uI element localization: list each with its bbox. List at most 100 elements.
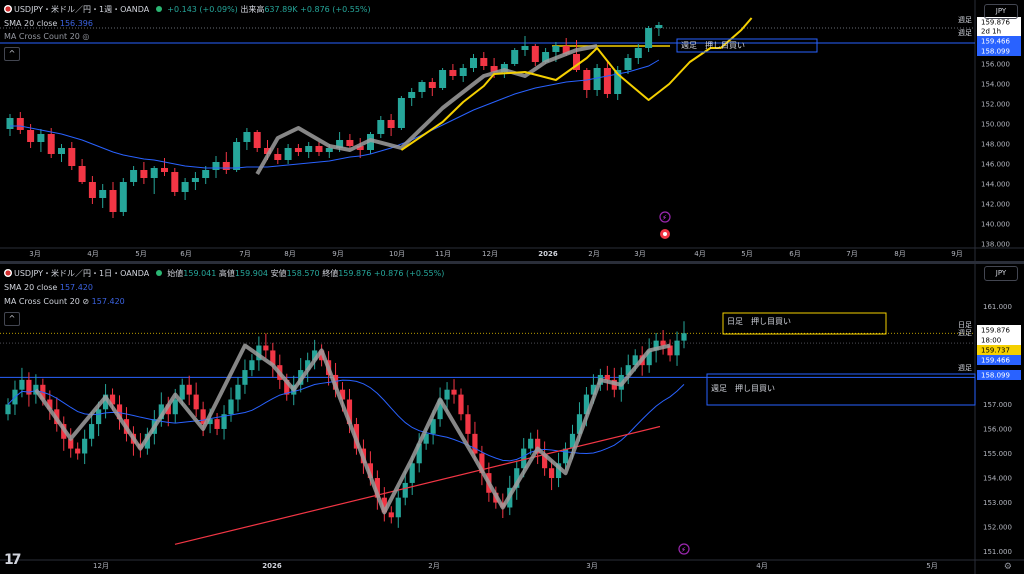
weekly-candle [140, 170, 148, 178]
daily-currency-button[interactable]: JPY [984, 266, 1018, 281]
daily-price-tag-text: 158.099 [981, 372, 1010, 380]
weekly-line-label: 週足 [958, 15, 972, 24]
weekly-price-tick: 156.000 [981, 61, 1010, 69]
daily-candle [284, 379, 290, 395]
weekly-candle [397, 98, 405, 128]
hidden-eye-icon[interactable]: ⊘ [82, 297, 90, 306]
weekly-annotation-text: 週足 押し目買い [681, 40, 745, 50]
daily-price-tick: 153.000 [983, 499, 1012, 507]
weekly-candle [233, 142, 241, 170]
daily-candle [604, 374, 610, 380]
daily-event-lightning-glyph: ⚡ [681, 546, 686, 554]
weekly-time-tick: 3月 [29, 250, 40, 258]
weekly-collapse-legend-button[interactable]: ^ [4, 47, 20, 61]
daily-candle [423, 433, 429, 444]
daily-ma-cross-legend[interactable]: MA Cross Count 20 ⊘ 157.420 [4, 296, 125, 307]
weekly-candle [68, 148, 76, 166]
weekly-time-tick: 8月 [894, 250, 905, 258]
weekly-price-tick: 140.000 [981, 221, 1010, 229]
daily-candle [305, 360, 311, 371]
weekly-candle [161, 168, 168, 172]
daily-price-tick: 155.000 [983, 450, 1012, 458]
weekly-time-tick: 7月 [846, 250, 857, 258]
weekly-candle [274, 154, 282, 160]
weekly-candle [16, 118, 24, 130]
weekly-price-tag-text: 2d 1h [981, 28, 1001, 36]
weekly-event-lightning-icon[interactable] [659, 211, 671, 223]
weekly-time-tick: 8月 [284, 250, 295, 258]
weekly-candle [428, 82, 436, 88]
daily-chart-canvas[interactable]: 161.000 157.000 156.000 155.000 154.000 153.0… [0, 264, 1024, 574]
weekly-time-tick: 9月 [332, 250, 343, 258]
weekly-candle [614, 70, 622, 94]
weekly-candle [222, 162, 230, 170]
daily-annotation-text-weekly: 週足 押し目買い [711, 383, 775, 393]
weekly-chart-pane[interactable]: 156.000 154.000 152.000 150.000 148.000 146.0… [0, 0, 1024, 262]
daily-change: +0.876 (+0.55%) [373, 269, 445, 278]
weekly-candle [253, 132, 261, 148]
daily-candle [200, 409, 206, 425]
daily-collapse-legend-button[interactable]: ^ [4, 312, 20, 326]
daily-candle [632, 355, 638, 366]
weekly-candle [439, 70, 447, 88]
weekly-candle [191, 178, 199, 182]
weekly-sma-legend[interactable]: SMA 20 close 156.396 [4, 18, 93, 29]
weekly-price-tag-text: 159.466 [981, 38, 1010, 46]
eye-icon[interactable]: ◎ [82, 32, 90, 41]
weekly-time-tick: 4月 [87, 250, 98, 258]
weekly-ma-cross-legend[interactable]: MA Cross Count 20 ◎ [4, 31, 89, 42]
weekly-time-tick: 2026 [538, 250, 558, 258]
weekly-candle [27, 130, 35, 142]
weekly-currency-button[interactable]: JPY [984, 4, 1018, 19]
weekly-candle [58, 148, 65, 154]
daily-candle [102, 394, 109, 410]
weekly-candle [449, 70, 457, 76]
weekly-candle [634, 48, 642, 58]
daily-sma-legend[interactable]: SMA 20 close 157.420 [4, 282, 93, 293]
pane-splitter[interactable] [0, 261, 1024, 264]
weekly-chart-canvas[interactable]: 156.000 154.000 152.000 150.000 148.000 146.0… [0, 0, 1024, 262]
daily-candle [207, 419, 213, 425]
weekly-price-tag-text: 158.099 [981, 48, 1010, 56]
weekly-candle [130, 170, 138, 182]
weekly-time-tick: 9月 [951, 250, 962, 258]
daily-candle [312, 350, 318, 361]
daily-candle [214, 419, 220, 429]
daily-candle [374, 478, 380, 498]
daily-candle [521, 448, 527, 469]
weekly-change: +0.143 (+0.09%) [167, 5, 238, 14]
daily-candle [576, 414, 583, 434]
weekly-candle [37, 134, 45, 142]
weekly-candle [356, 146, 364, 150]
weekly-candle [387, 120, 395, 128]
daily-annotation-box-weekly [706, 373, 976, 406]
weekly-candle [377, 120, 385, 134]
settings-gear-icon[interactable]: ⚙ [1003, 562, 1012, 572]
market-open-icon [155, 270, 162, 276]
weekly-candle [202, 170, 210, 178]
daily-candle [263, 345, 269, 351]
weekly-candle [542, 52, 550, 62]
weekly-candle [150, 168, 158, 178]
daily-price-tag [977, 345, 1021, 355]
weekly-sma-label: SMA 20 close [4, 19, 58, 28]
daily-event-lightning-icon[interactable] [678, 543, 690, 555]
daily-open-label: 始値 [167, 269, 184, 278]
weekly-candle [470, 58, 477, 68]
daily-candle [653, 340, 659, 351]
daily-chart-pane[interactable]: 161.000 157.000 156.000 155.000 154.000 153.0… [0, 264, 1024, 574]
daily-open: 159.041 [183, 269, 217, 278]
daily-close: 159.876 [338, 269, 372, 278]
weekly-candle [305, 146, 313, 152]
weekly-candle [480, 58, 488, 66]
weekly-candle [181, 182, 189, 192]
weekly-gray-swing-line [255, 44, 598, 175]
daily-candle [179, 384, 185, 400]
weekly-candle [459, 68, 467, 76]
daily-price-tag [977, 370, 1021, 380]
weekly-legend-title: USDJPY・米ドル／円・1週・OANDA +0.143 (+0.09%) 出来… [4, 4, 371, 15]
weekly-price-tag [977, 46, 1021, 56]
weekly-ma-cross-label: MA Cross Count 20 [4, 32, 80, 41]
weekly-candle [243, 132, 251, 142]
daily-candle [19, 379, 25, 390]
